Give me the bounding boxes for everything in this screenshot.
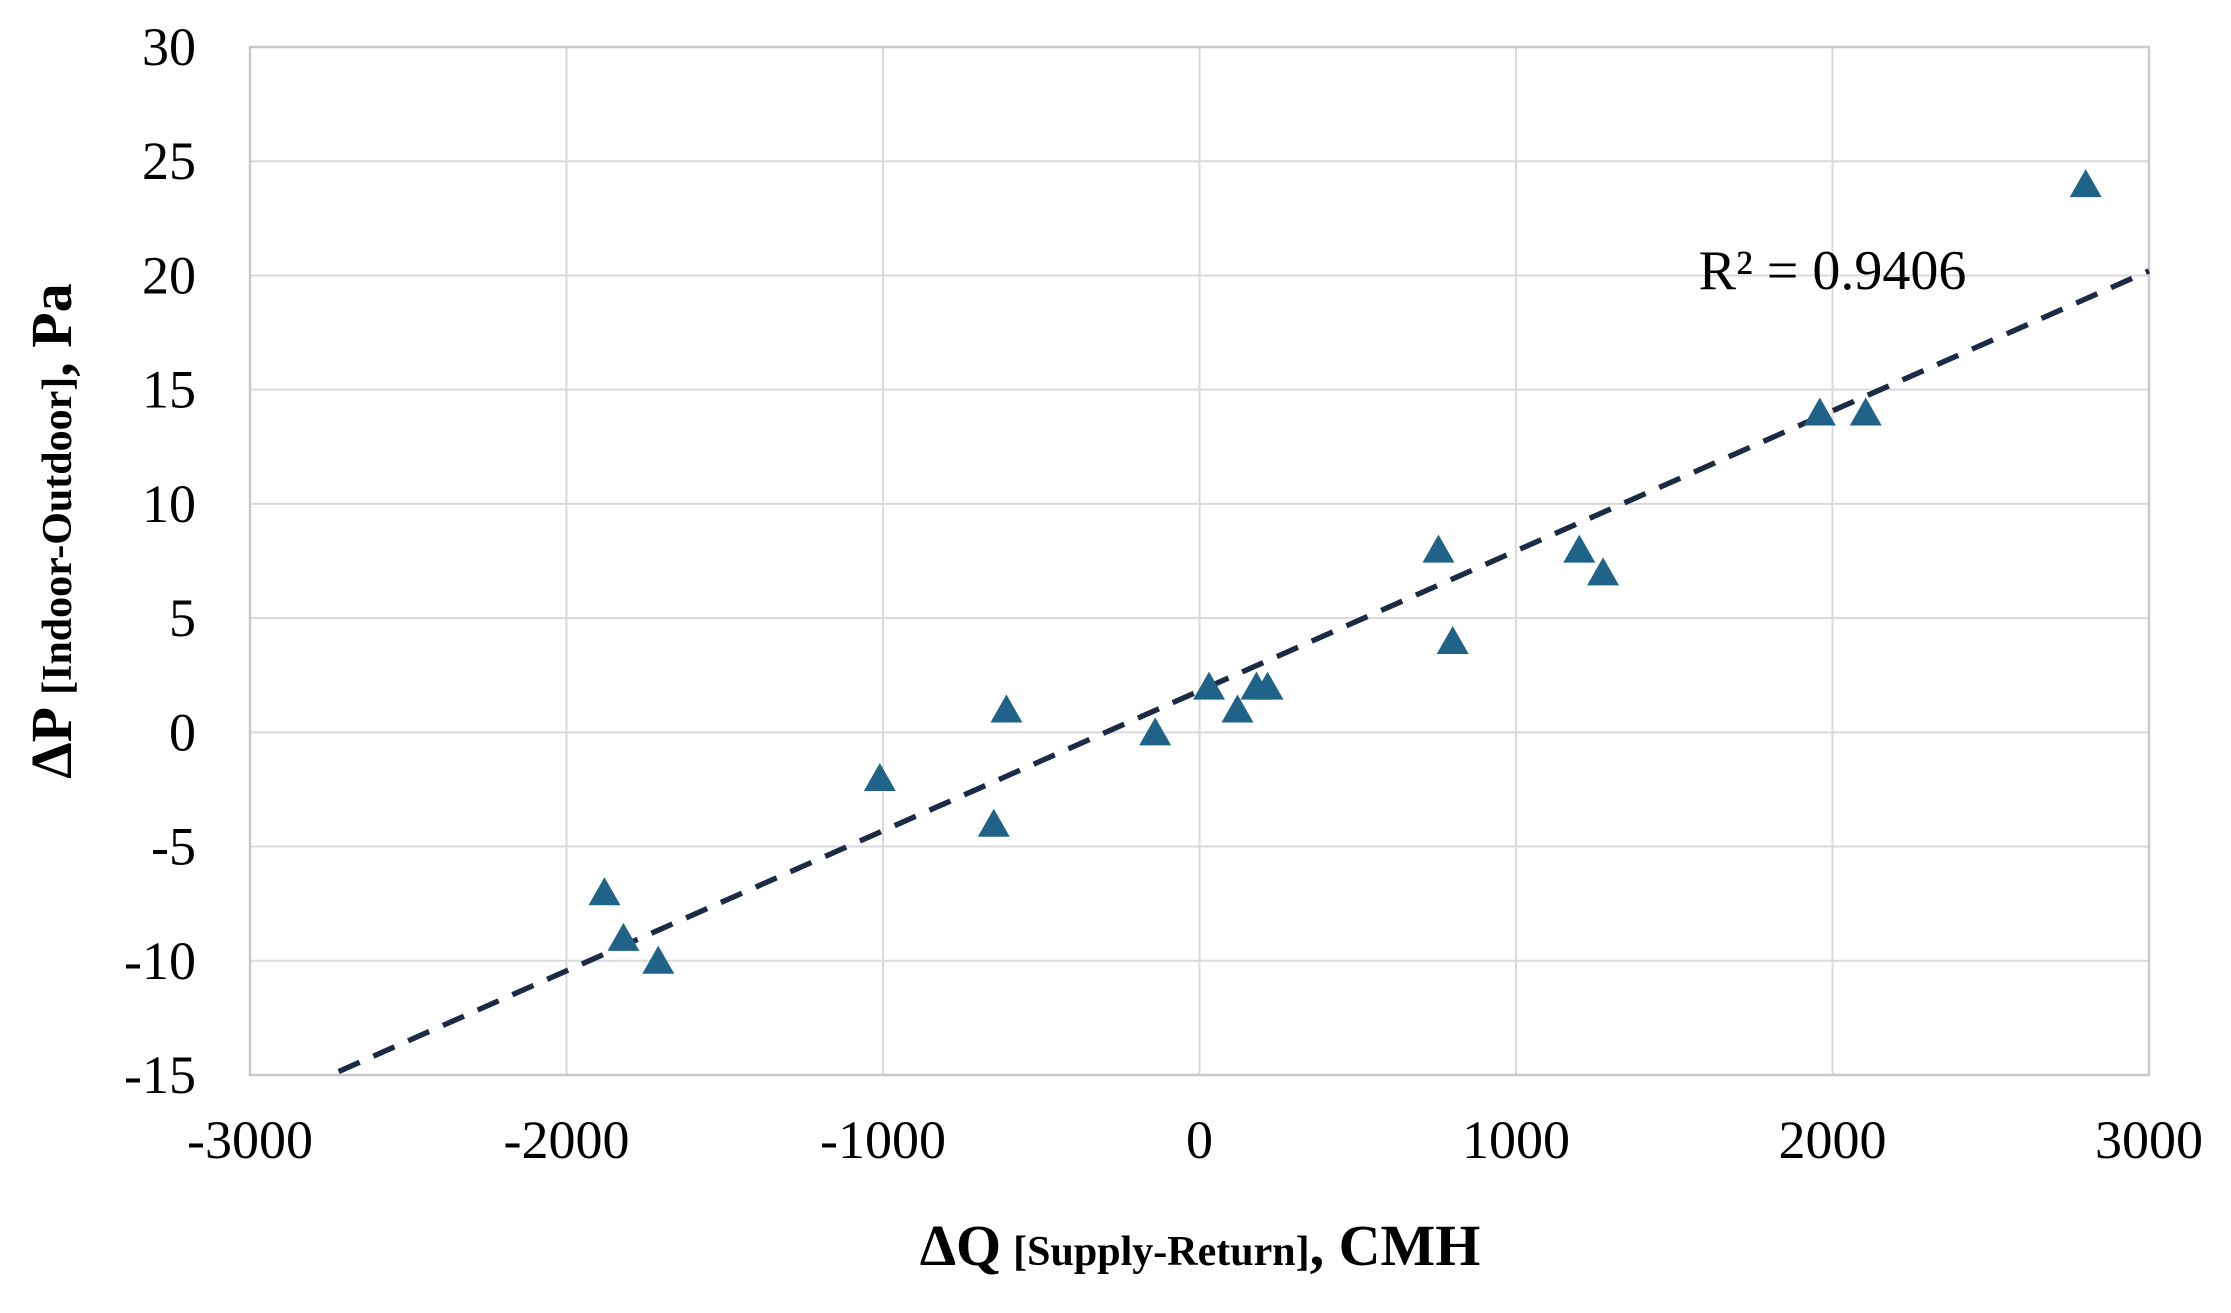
y-tick-label: -5	[151, 817, 196, 877]
data-point-marker	[990, 694, 1023, 723]
x-tick-label: 1000	[1462, 1110, 1570, 1170]
x-axis-title-main: ΔQ	[919, 1213, 1002, 1278]
trendline	[337, 268, 2151, 1075]
data-point-marker	[1563, 534, 1596, 563]
y-tick-label: -15	[124, 1045, 196, 1105]
y-tick-label: 25	[142, 131, 196, 191]
data-point-marker	[607, 922, 640, 951]
x-tick-label: 3000	[2095, 1110, 2203, 1170]
y-tick-label: 0	[169, 702, 196, 762]
data-point-marker	[1849, 397, 1882, 426]
x-tick-label: -3000	[187, 1110, 313, 1170]
data-point-marker	[1221, 694, 1254, 723]
x-tick-label: -1000	[820, 1110, 946, 1170]
x-axis-title-bracket: [Supply-Return]	[1013, 1229, 1310, 1275]
y-tick-label: 10	[142, 474, 196, 534]
y-tick-label: -10	[124, 931, 196, 991]
data-point-marker	[863, 763, 896, 792]
data-point-marker	[1436, 625, 1469, 654]
r-squared-label: R² = 0.9406	[1699, 240, 1967, 302]
y-axis-title-main: ΔP	[19, 706, 84, 779]
y-tick-label: 5	[169, 588, 196, 648]
y-tick-label: 15	[142, 360, 196, 420]
data-point-marker	[1587, 557, 1620, 586]
x-axis-title: ΔQ [Supply-Return], CMH	[700, 1212, 1700, 1279]
x-axis-title-unit: , CMH	[1309, 1213, 1481, 1278]
data-point-marker	[1251, 671, 1284, 700]
plot-border	[248, 45, 2151, 1077]
data-point-marker	[1803, 397, 1836, 426]
y-tick-label: 20	[142, 245, 196, 305]
y-axis-title: ΔP [Indoor-Outdoor], Pa	[18, 181, 90, 881]
y-axis-title-bracket: [Indoor-Outdoor]	[35, 376, 81, 695]
x-tick-label: -2000	[504, 1110, 630, 1170]
y-axis-title-unit: , Pa	[19, 283, 84, 377]
data-point-marker	[1139, 717, 1172, 746]
y-tick-label: 30	[142, 17, 196, 77]
data-point-marker	[2069, 169, 2102, 198]
x-tick-label: 0	[1186, 1110, 1213, 1170]
data-point-marker	[588, 877, 621, 906]
data-point-marker	[642, 945, 675, 974]
data-point-marker	[1422, 534, 1455, 563]
x-tick-label: 2000	[1779, 1110, 1887, 1170]
data-point-marker	[1192, 671, 1225, 700]
data-point-marker	[977, 808, 1010, 837]
